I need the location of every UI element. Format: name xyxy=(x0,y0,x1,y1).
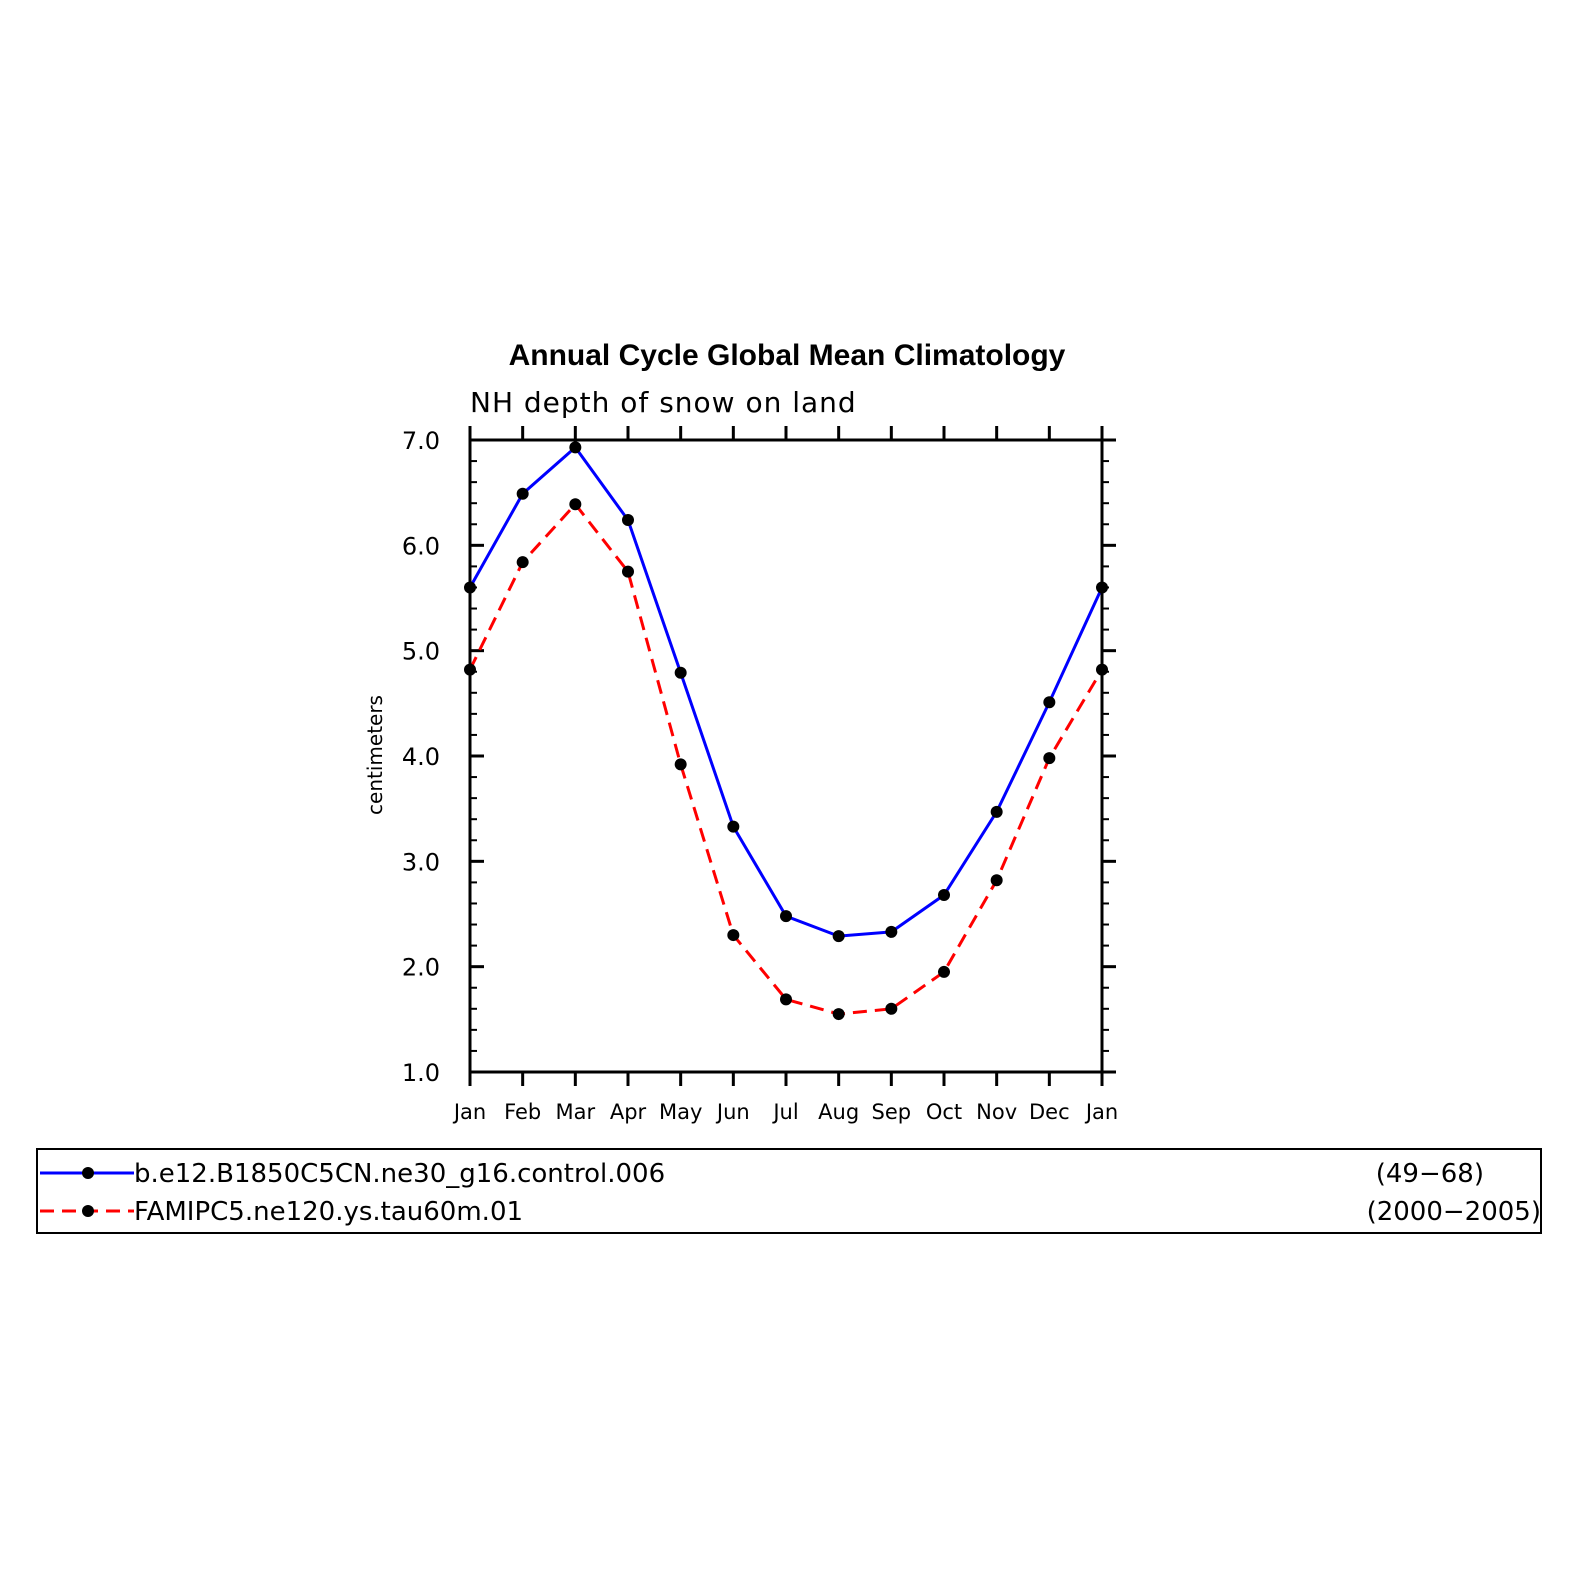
series-1-point xyxy=(622,514,634,527)
series-1-point xyxy=(569,441,582,454)
series-1-point xyxy=(832,930,845,943)
y-tick-label: 6.0 xyxy=(402,532,440,560)
series-layer xyxy=(464,441,1108,1021)
x-tick-label: May xyxy=(659,1100,702,1124)
legend-years-1: (49−68) xyxy=(1376,1159,1484,1189)
x-tick-label: Jun xyxy=(715,1100,750,1124)
series-2-point xyxy=(938,965,950,978)
x-tick-label: Sep xyxy=(872,1100,912,1124)
series-1-point xyxy=(727,820,740,833)
series-1-point xyxy=(885,925,898,938)
x-tick-label: Oct xyxy=(926,1100,962,1124)
legend-label-2: FAMIPC5.ne120.ys.tau60m.01 xyxy=(134,1197,523,1227)
series-1-point xyxy=(516,487,529,500)
y-tick-label: 3.0 xyxy=(402,848,440,876)
legend-box xyxy=(36,1148,1542,1234)
series-1-point xyxy=(780,910,792,923)
series-2-point xyxy=(832,1008,845,1021)
legend-marker-1 xyxy=(82,1167,94,1179)
legend-label-1: b.e12.B1850C5CN.ne30_g16.control.006 xyxy=(134,1159,665,1189)
series-2-point xyxy=(990,874,1003,887)
chart-title: Annual Cycle Global Mean Climatology xyxy=(509,339,1066,372)
x-tick-label: Jan xyxy=(1084,1100,1118,1124)
y-tick-label: 2.0 xyxy=(402,954,440,982)
legend-marker-2 xyxy=(82,1205,94,1217)
tick-labels: Jan Feb Mar Apr May Jun Jul Aug Sep Oct Nov Dec Jan 1… xyxy=(402,427,1118,1124)
y-tick-label: 4.0 xyxy=(402,743,440,771)
y-axis-label: centimeters xyxy=(363,695,387,815)
series-2-point xyxy=(727,929,740,942)
series-2-point xyxy=(569,498,582,511)
series-2-point xyxy=(885,1002,898,1015)
plot-frame xyxy=(468,438,1104,1074)
x-tick-label: Aug xyxy=(818,1100,859,1124)
y-tick-label: 5.0 xyxy=(402,638,440,666)
y-tick-label: 1.0 xyxy=(402,1059,440,1087)
legend: b.e12.B1850C5CN.ne30_g16.control.006 (49−… xyxy=(36,1148,1542,1234)
chart-subtitle: NH depth of snow on land xyxy=(470,386,857,419)
series-line-1 xyxy=(468,445,1104,938)
x-tick-label: Jul xyxy=(771,1100,798,1124)
x-tick-label: Feb xyxy=(504,1100,541,1124)
series-1-point xyxy=(1043,696,1056,709)
x-tick-label: Nov xyxy=(976,1100,1017,1124)
x-tick-label: Mar xyxy=(556,1100,596,1124)
series-1-point xyxy=(938,889,950,902)
series-line-2 xyxy=(468,501,1104,1016)
x-tick-label: Apr xyxy=(610,1100,647,1124)
x-tick-label: Dec xyxy=(1029,1100,1070,1124)
axis-ticks xyxy=(468,426,1116,1086)
series-2-point xyxy=(780,993,792,1006)
series-1-point xyxy=(990,805,1003,818)
series-2-point xyxy=(622,565,634,578)
series-2-point xyxy=(516,556,529,569)
series-1-point xyxy=(674,666,687,679)
series-2-point xyxy=(1043,752,1056,765)
y-tick-label: 7.0 xyxy=(402,427,440,455)
series-2-point xyxy=(674,758,687,771)
x-tick-label: Jan xyxy=(452,1100,486,1124)
legend-years-2: (2000−2005) xyxy=(1367,1197,1541,1227)
